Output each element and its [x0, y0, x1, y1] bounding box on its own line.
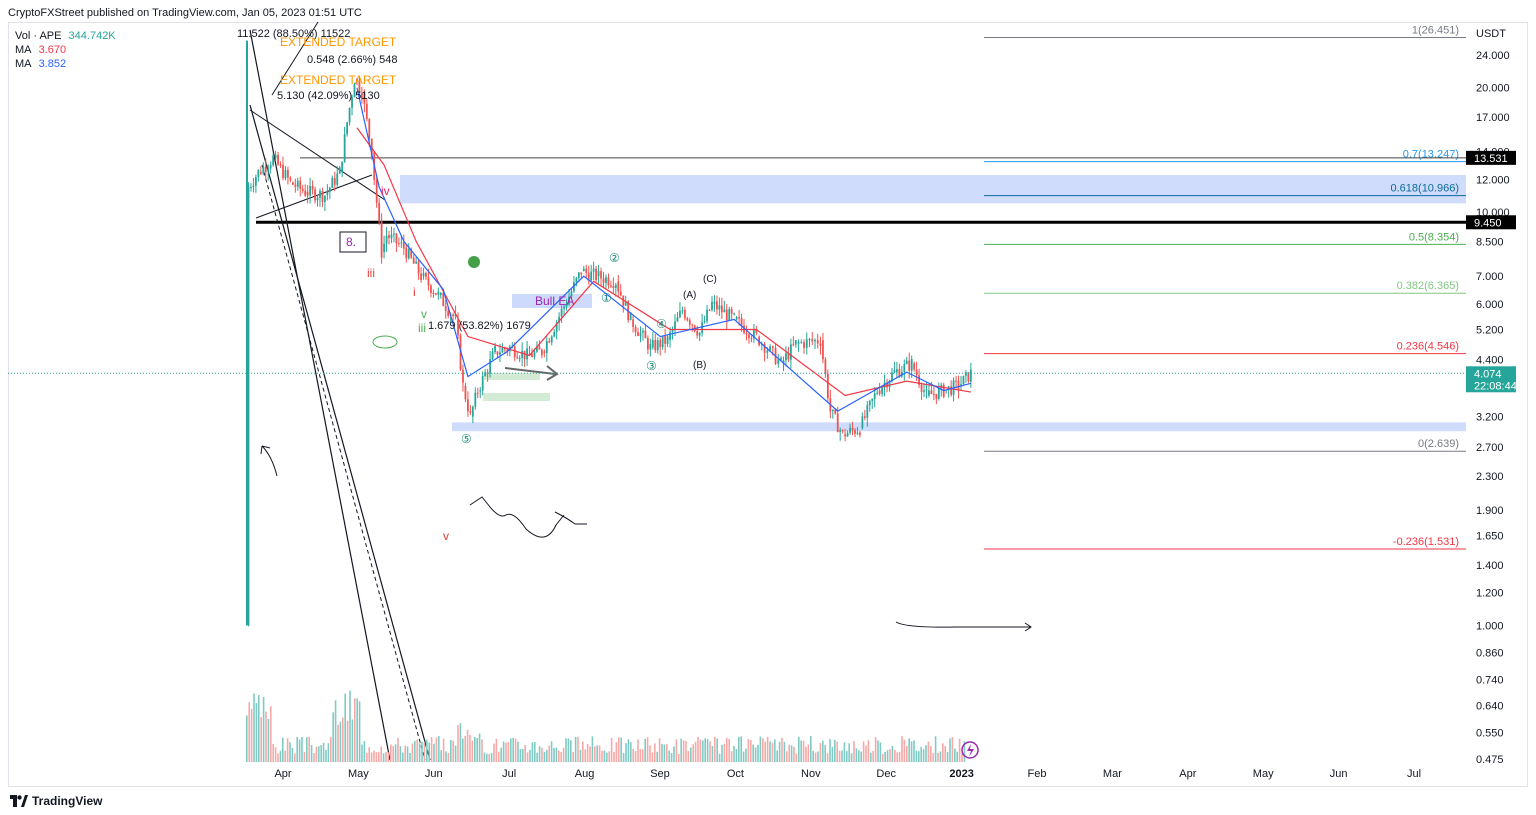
- legend-ma1-label: MA: [15, 44, 32, 56]
- tradingview-logo[interactable]: TradingView: [10, 794, 102, 808]
- legend-vol-value: 344.742K: [68, 30, 116, 42]
- tradingview-brand: TradingView: [32, 794, 103, 808]
- legend-ma2-label: MA: [15, 58, 32, 70]
- tradingview-logo-icon: [10, 795, 28, 807]
- legend-vol-label: Vol · APE: [15, 30, 62, 42]
- legend: Vol · APE 344.742K MA 3.670 MA 3.852: [15, 29, 120, 71]
- legend-ma1-row: MA 3.670: [15, 43, 120, 57]
- publisher-header: CryptoFXStreet published on TradingView.…: [8, 7, 362, 19]
- legend-ma2-row: MA 3.852: [15, 57, 120, 71]
- chart-frame: [8, 22, 1528, 787]
- legend-ma1-value: 3.670: [38, 44, 67, 56]
- legend-ma2-value: 3.852: [38, 58, 67, 70]
- legend-vol-row: Vol · APE 344.742K: [15, 29, 120, 43]
